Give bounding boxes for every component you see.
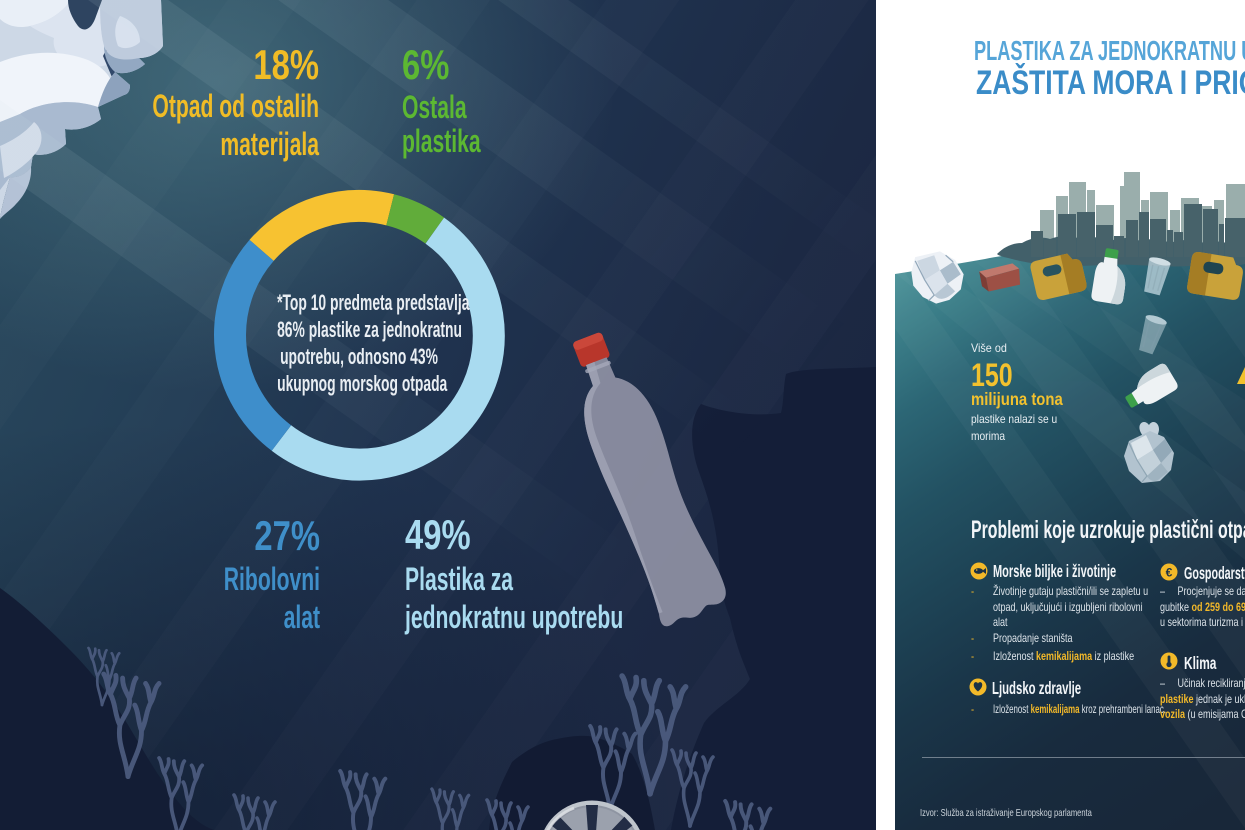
svg-text:€: € <box>1166 566 1173 580</box>
